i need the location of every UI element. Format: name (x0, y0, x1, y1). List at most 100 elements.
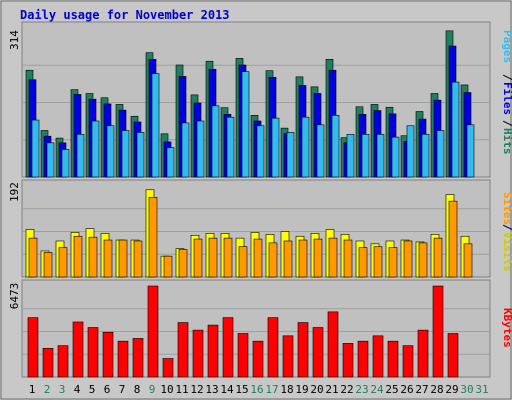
x-tick-day-11: 11 (175, 383, 188, 396)
bar-sites-day-2 (43, 252, 53, 278)
bar-pages-day-8 (136, 132, 145, 178)
bar-kbytes-day-26 (402, 345, 414, 378)
x-tick-day-30: 30 (460, 383, 473, 396)
x-tick-day-29: 29 (445, 383, 458, 396)
bar-sites-day-7 (118, 239, 128, 278)
x-tick-day-14: 14 (220, 383, 234, 396)
bar-kbytes-day-6 (102, 331, 114, 378)
legend-sites: Sites (501, 192, 512, 225)
bar-kbytes-day-1 (27, 317, 39, 378)
bar-sites-day-16 (253, 238, 263, 278)
bar-sites-day-6 (103, 239, 113, 278)
bar-pages-day-18 (286, 132, 295, 178)
bar-pages-day-9 (151, 73, 160, 178)
bar-sites-day-22 (343, 239, 353, 278)
legend-files: Files (501, 82, 512, 115)
x-tick-day-26: 26 (400, 383, 413, 396)
bar-pages-day-7 (121, 130, 130, 178)
bar-kbytes-day-25 (387, 340, 399, 378)
visits-legend: Sites / Visits (501, 192, 512, 272)
x-tick-day-16: 16 (250, 383, 263, 396)
bar-pages-day-19 (301, 116, 310, 178)
x-tick-day-17: 17 (265, 383, 278, 396)
bar-sites-day-3 (58, 247, 68, 278)
bar-kbytes-day-15 (237, 333, 249, 378)
bar-pages-day-22 (346, 133, 355, 178)
bar-kbytes-day-22 (342, 343, 354, 378)
bar-kbytes-day-2 (42, 348, 54, 378)
x-tick-day-21: 21 (325, 383, 338, 396)
x-tick-day-28: 28 (430, 383, 443, 396)
bar-pages-day-26 (406, 125, 415, 178)
bar-kbytes-day-18 (282, 335, 294, 378)
bar-kbytes-day-21 (327, 311, 339, 378)
x-tick-day-1: 1 (29, 383, 36, 396)
bar-pages-day-2 (46, 142, 55, 178)
bar-sites-day-5 (88, 236, 98, 278)
x-tick-day-8: 8 (134, 383, 141, 396)
bars-layer (23, 30, 489, 378)
bar-sites-day-12 (193, 238, 203, 278)
bar-sites-day-17 (268, 242, 278, 278)
legend-hits: Hits (501, 128, 512, 155)
bar-sites-day-13 (208, 237, 218, 278)
bar-sites-day-10 (163, 255, 173, 278)
bar-pages-day-27 (421, 133, 430, 178)
x-tick-day-3: 3 (59, 383, 66, 396)
bar-sites-day-25 (388, 247, 398, 278)
x-tick-day-20: 20 (310, 383, 323, 396)
x-tick-day-4: 4 (74, 383, 81, 396)
bar-kbytes-day-11 (177, 322, 189, 378)
bar-pages-day-14 (226, 116, 235, 178)
hits-ymax-label: 314 (8, 30, 21, 50)
bar-pages-day-17 (271, 117, 280, 178)
bar-kbytes-day-24 (372, 335, 384, 378)
x-tick-day-13: 13 (205, 383, 218, 396)
bar-sites-day-26 (403, 240, 413, 278)
bar-sites-day-29 (448, 200, 458, 278)
bar-pages-day-15 (241, 71, 250, 178)
bar-kbytes-day-13 (207, 324, 219, 378)
bar-pages-day-29 (451, 81, 460, 178)
bar-sites-day-21 (328, 237, 338, 278)
bar-sites-day-24 (373, 246, 383, 278)
bar-pages-day-25 (391, 136, 400, 178)
bar-sites-day-18 (283, 240, 293, 278)
kbytes-ymax-label: 6473 (8, 283, 21, 310)
x-tick-day-15: 15 (235, 383, 248, 396)
x-tick-day-22: 22 (340, 383, 353, 396)
x-tick-day-9: 9 (149, 383, 156, 396)
bar-sites-day-23 (358, 247, 368, 278)
legend-sep-2: / (501, 120, 512, 127)
bar-pages-day-11 (181, 122, 190, 178)
legend-kbytes: KBytes (501, 308, 512, 348)
bar-sites-day-27 (418, 242, 428, 278)
bar-kbytes-day-5 (87, 327, 99, 378)
bar-sites-day-4 (73, 235, 83, 278)
bar-sites-day-9 (148, 197, 158, 278)
x-axis-labels: 1 2 3 4 5 6 7 8 9 10 11 12 13 14 15 16 17 18 19 20 21 22 23 24 2… (29, 383, 489, 396)
bar-kbytes-day-19 (297, 322, 309, 378)
x-tick-day-12: 12 (190, 383, 203, 396)
bar-kbytes-day-7 (117, 340, 129, 378)
kbytes-legend: KBytes (501, 308, 512, 348)
chart-title: Daily usage for November 2013 (20, 8, 230, 22)
x-tick-day-19: 19 (295, 383, 308, 396)
bar-pages-day-6 (106, 125, 115, 178)
x-tick-day-5: 5 (89, 383, 96, 396)
bar-pages-day-23 (361, 133, 370, 178)
bar-kbytes-day-17 (267, 317, 279, 378)
x-tick-day-23: 23 (355, 383, 368, 396)
bar-pages-day-21 (331, 115, 340, 178)
bar-sites-day-8 (133, 240, 143, 278)
bar-kbytes-day-28 (432, 285, 444, 378)
bar-kbytes-day-27 (417, 329, 429, 378)
bar-kbytes-day-10 (162, 358, 174, 378)
bar-pages-day-3 (61, 149, 70, 178)
bar-sites-day-15 (238, 246, 248, 278)
bar-kbytes-day-9 (147, 285, 159, 378)
x-tick-day-7: 7 (119, 383, 126, 396)
